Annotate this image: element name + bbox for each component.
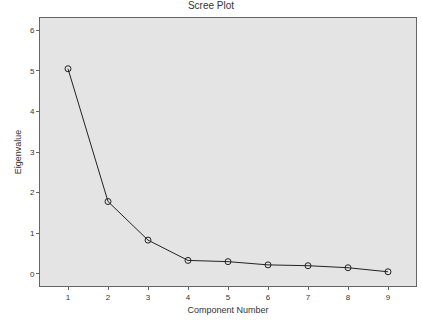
svg-text:6: 6 (30, 26, 35, 35)
svg-text:7: 7 (306, 293, 311, 302)
svg-text:2: 2 (106, 293, 111, 302)
svg-text:5: 5 (30, 67, 35, 76)
svg-text:6: 6 (266, 293, 271, 302)
svg-text:1: 1 (30, 229, 35, 238)
svg-text:4: 4 (186, 293, 191, 302)
svg-text:9: 9 (386, 293, 391, 302)
svg-text:5: 5 (226, 293, 231, 302)
svg-text:Component Number: Component Number (187, 305, 268, 315)
svg-text:Eigenvalue: Eigenvalue (13, 130, 23, 175)
svg-text:3: 3 (146, 293, 151, 302)
svg-text:8: 8 (346, 293, 351, 302)
svg-text:2: 2 (30, 188, 35, 197)
svg-text:1: 1 (66, 293, 71, 302)
svg-text:4: 4 (30, 107, 35, 116)
svg-text:0: 0 (30, 270, 35, 279)
svg-text:3: 3 (30, 148, 35, 157)
svg-text:Scree Plot: Scree Plot (188, 0, 234, 11)
